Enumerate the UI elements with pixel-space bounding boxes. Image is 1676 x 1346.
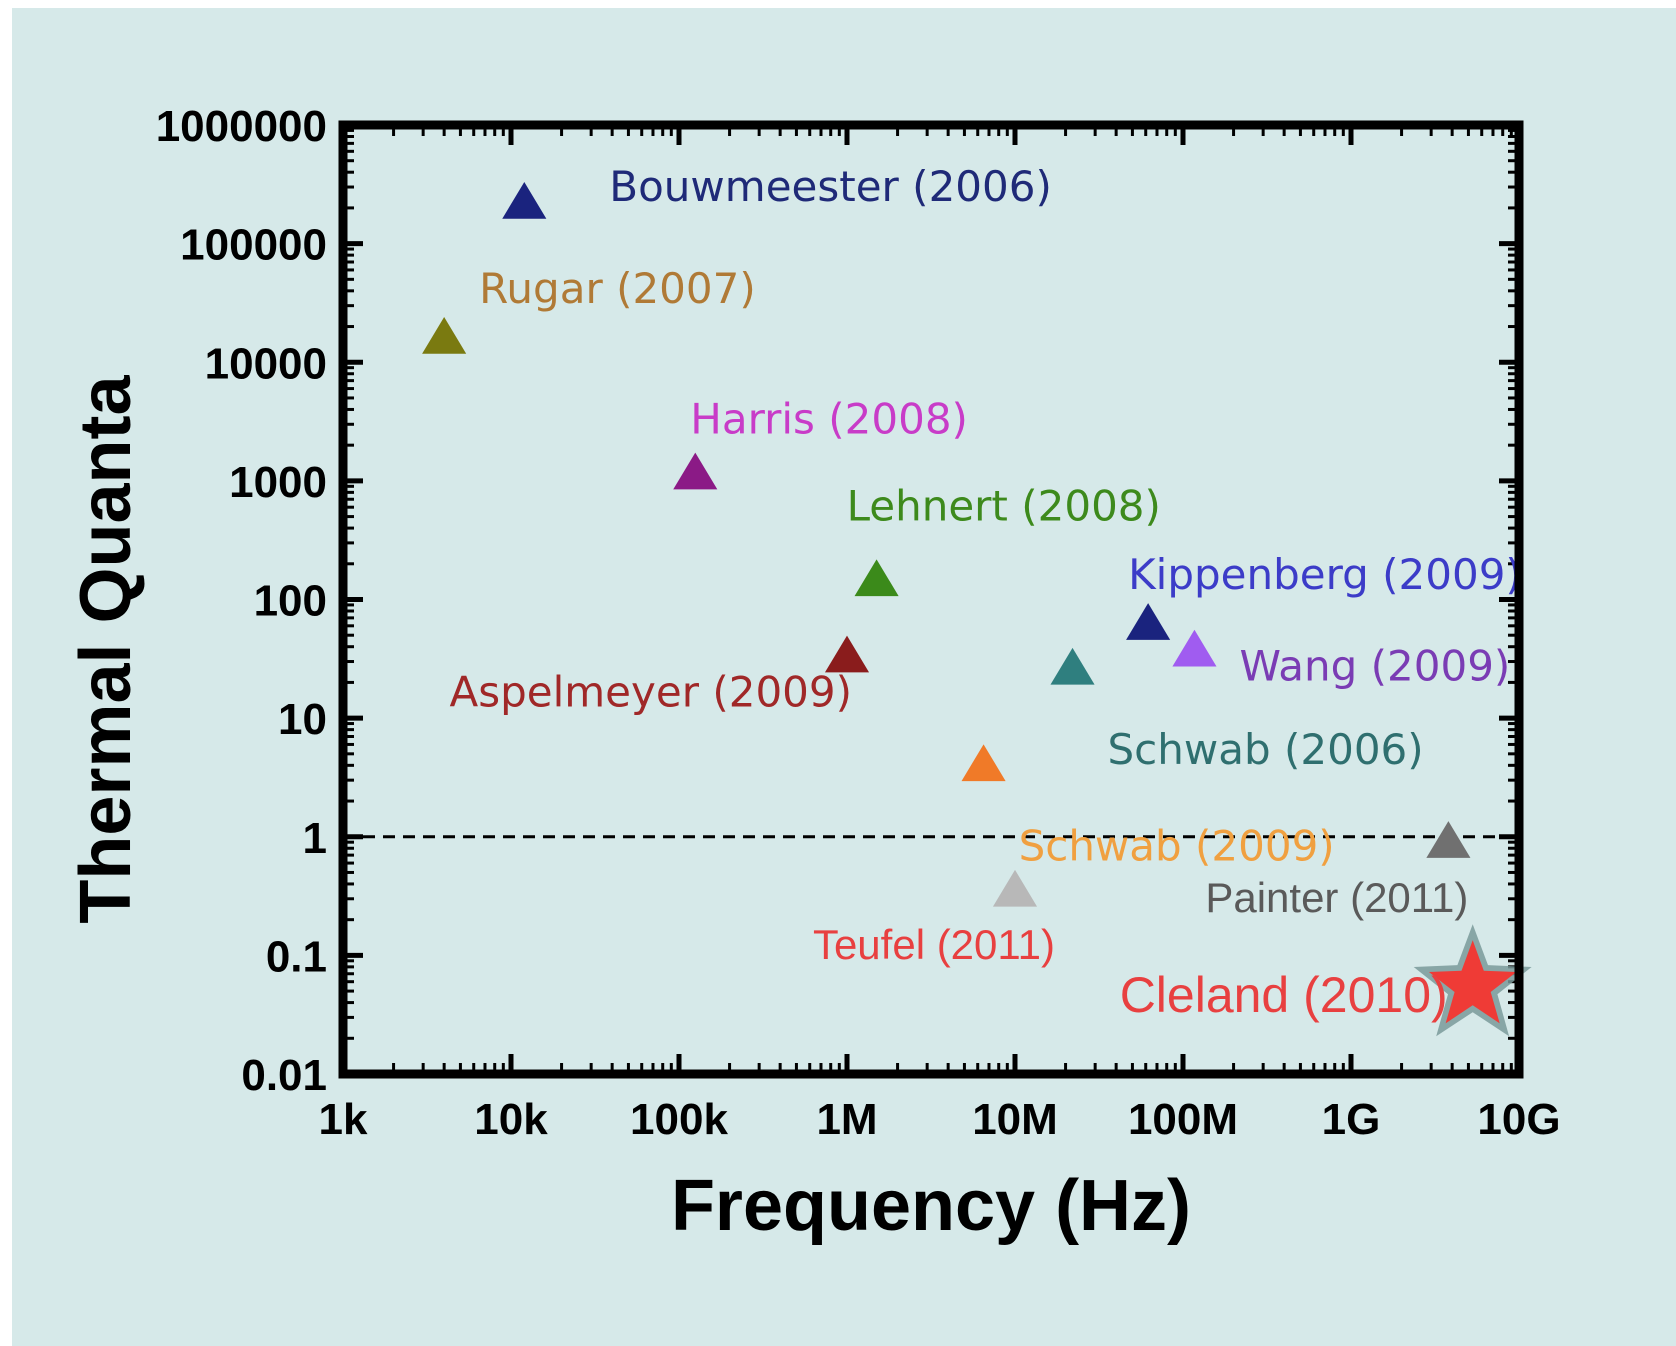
point-label: Lehnert (2008) <box>847 481 1161 530</box>
thermal-quanta-chart: Bouwmeester (2006) Rugar (2007) Harris (20… <box>66 102 1561 1246</box>
point-label: Harris (2008) <box>690 395 968 444</box>
x-tick-label: 1G <box>1322 1095 1381 1144</box>
point-label: Wang (2009) <box>1239 642 1510 691</box>
triangle-marker <box>673 452 718 490</box>
x-tick-label: 10M <box>972 1095 1058 1144</box>
point-label: Painter (2011) <box>1205 874 1468 921</box>
x-tick-labels: 1k 10k 100k 1M 10M 100M 1G 10G <box>319 1095 1561 1144</box>
x-tick-label: 1M <box>816 1095 877 1144</box>
y-tick-label: 100 <box>254 577 327 626</box>
point-label: Teufel (2011) <box>813 921 1055 968</box>
triangle-marker <box>502 182 547 219</box>
point-label: Bouwmeester (2006) <box>609 162 1052 211</box>
x-tick-label: 10k <box>474 1095 548 1144</box>
y-tick-label: 100000 <box>180 221 327 270</box>
y-tick-labels: 0.01 0.1 1 10 100 1000 10000 100000 1000000 <box>156 102 327 1100</box>
triangle-marker <box>961 744 1006 782</box>
y-axis-title: Thermal Quanta <box>66 374 146 923</box>
x-tick-label: 100k <box>630 1095 728 1144</box>
y-tick-label: 10000 <box>205 339 327 388</box>
data-points <box>422 182 1532 1037</box>
triangle-marker <box>1126 603 1171 640</box>
triangle-marker <box>422 317 467 354</box>
triangle-marker <box>1172 629 1217 667</box>
y-tick-label: 0.1 <box>266 932 327 981</box>
point-label: Schwab (2009) <box>1019 821 1335 870</box>
triangle-marker <box>824 635 870 673</box>
point-labels: Bouwmeester (2006) Rugar (2007) Harris (20… <box>449 162 1521 1023</box>
plot-frame <box>338 120 1524 1079</box>
x-tick-label: 1k <box>319 1095 368 1144</box>
y-tick-label: 1000 <box>229 458 327 507</box>
y-tick-label: 10 <box>278 695 327 744</box>
x-axis-title: Frequency (Hz) <box>671 1166 1191 1246</box>
triangle-marker <box>1426 821 1471 858</box>
y-tick-label: 1000000 <box>156 102 327 151</box>
y-tick-label: 1 <box>303 814 327 863</box>
triangle-marker <box>854 559 899 597</box>
point-label: Aspelmeyer (2009) <box>449 668 852 717</box>
chart-panel: Bouwmeester (2006) Rugar (2007) Harris (20… <box>12 8 1676 1346</box>
y-tick-label: 0.01 <box>241 1051 327 1100</box>
point-label: Schwab (2006) <box>1108 725 1424 774</box>
triangle-marker <box>992 869 1038 907</box>
x-tick-label: 10G <box>1477 1095 1560 1144</box>
point-label: Cleland (2010) <box>1120 967 1448 1023</box>
triangle-marker <box>1050 647 1095 685</box>
point-label: Kippenberg (2009) <box>1128 550 1522 599</box>
x-tick-label: 100M <box>1128 1095 1238 1144</box>
star-marker <box>1428 940 1517 1024</box>
point-label: Rugar (2007) <box>479 264 756 313</box>
